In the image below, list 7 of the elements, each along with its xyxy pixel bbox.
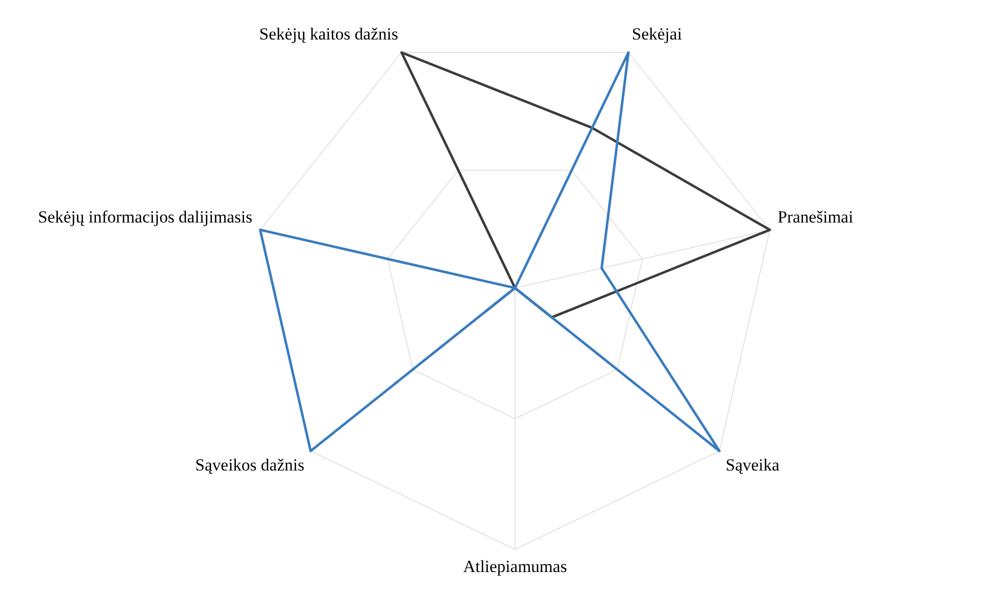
spoke-label: Pranešimai: [778, 207, 854, 226]
spoke-label: Sekėjų kaitos dažnis: [259, 24, 398, 44]
spoke-label: Sąveika: [726, 456, 780, 475]
spoke-label: Sekėjų informacijos dalijimasis: [38, 207, 252, 226]
spoke-label: Atliepiamumas: [463, 557, 567, 576]
spoke-label: Sąveikos dažnis: [195, 456, 304, 475]
spoke-label: Sekėjai: [632, 24, 682, 44]
